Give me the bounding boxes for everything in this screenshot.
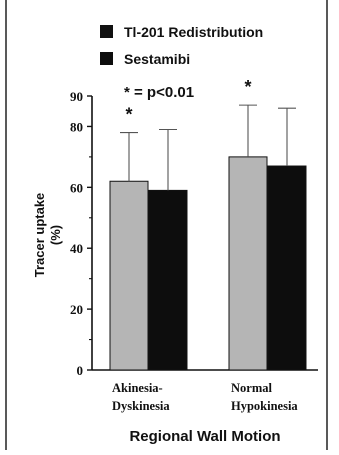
x-category-label-line1: Akinesia- bbox=[112, 381, 163, 395]
bar-tl201-0 bbox=[109, 180, 149, 371]
error-bars bbox=[120, 104, 296, 191]
legend-swatch-sestamibi bbox=[100, 52, 113, 65]
significance-note: * = p<0.01 bbox=[124, 84, 194, 101]
bar-tl201-1 bbox=[228, 156, 268, 371]
legend-label-sestamibi: Sestamibi bbox=[124, 51, 190, 67]
significance-asterisk: * bbox=[244, 77, 251, 97]
x-axis-title: Regional Wall Motion bbox=[129, 428, 280, 445]
bars bbox=[109, 156, 307, 371]
bar-sestamibi-1 bbox=[267, 165, 307, 371]
y-tick-label: 80 bbox=[70, 119, 83, 134]
y-tick-label: 40 bbox=[70, 241, 83, 256]
y-axis-title: Tracer uptake bbox=[32, 193, 47, 278]
y-tick-label: 20 bbox=[70, 302, 83, 317]
y-tick-label: 60 bbox=[70, 180, 83, 195]
bar-sestamibi-0 bbox=[148, 189, 188, 371]
legend-swatch-tl201 bbox=[100, 25, 113, 38]
legend-label-tl201: Tl-201 Redistribution bbox=[124, 24, 263, 40]
x-category-label-line2: Hypokinesia bbox=[231, 399, 298, 413]
legend: Tl-201 Redistribution Sestamibi * = p<0.… bbox=[100, 24, 263, 101]
x-category-label-line2: Dyskinesia bbox=[112, 399, 170, 413]
significance-markers: ** bbox=[125, 77, 251, 124]
y-tick-label: 90 bbox=[70, 89, 83, 104]
y-axis-unit: (%) bbox=[48, 225, 63, 245]
significance-asterisk: * bbox=[125, 105, 132, 125]
y-tick-label: 0 bbox=[77, 363, 84, 378]
x-category-label-line1: Normal bbox=[231, 381, 272, 395]
y-axis-label: Tracer uptake (%) bbox=[32, 193, 63, 278]
x-category-labels: Akinesia- Dyskinesia Normal Hypokinesia bbox=[112, 381, 298, 413]
